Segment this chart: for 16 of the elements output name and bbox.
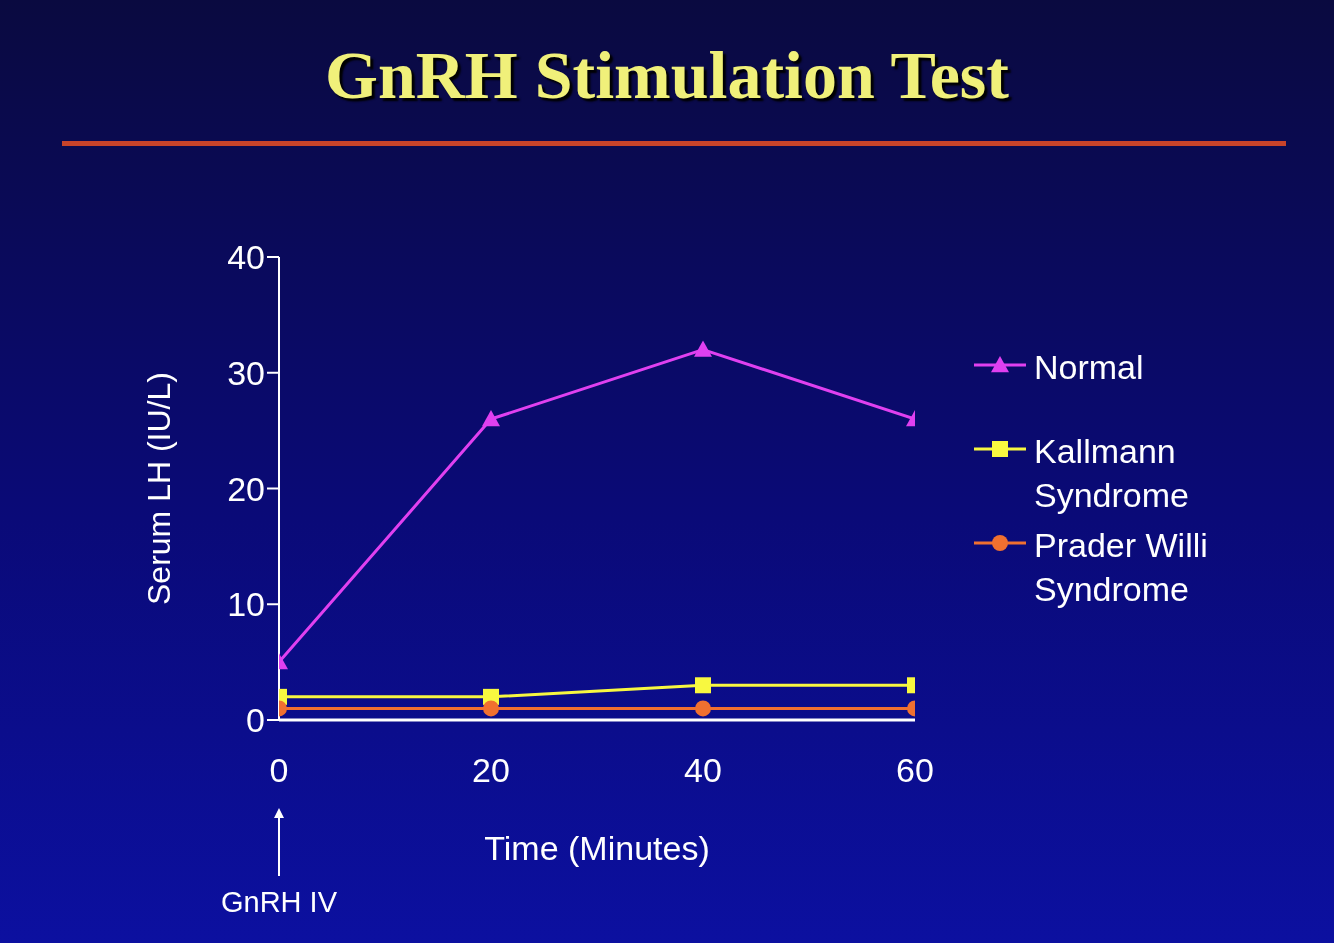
y-tick-label: 10: [227, 585, 265, 624]
legend-label: Kallmann Syndrome: [1034, 431, 1190, 516]
y-axis-title: Serum LH (IU/L): [141, 372, 178, 605]
y-tick-label: 20: [227, 469, 265, 508]
chart-title: GnRH Stimulation Test: [324, 36, 1010, 115]
y-tick-label: 0: [246, 701, 265, 740]
x-tick-label: 20: [472, 751, 510, 790]
legend-label: Prader Willi Syndrome: [1034, 525, 1209, 610]
x-tick-label: 0: [269, 751, 289, 790]
x-axis-title: Time (Minutes): [484, 829, 710, 867]
x-tick-label: 60: [896, 751, 934, 790]
y-tick-label: 30: [227, 353, 265, 392]
text: GnRH IV: [220, 886, 338, 919]
y-tick-label: 40: [227, 238, 265, 277]
legend-label: Normal: [1034, 347, 1145, 388]
x-tick-label: 40: [684, 751, 722, 790]
